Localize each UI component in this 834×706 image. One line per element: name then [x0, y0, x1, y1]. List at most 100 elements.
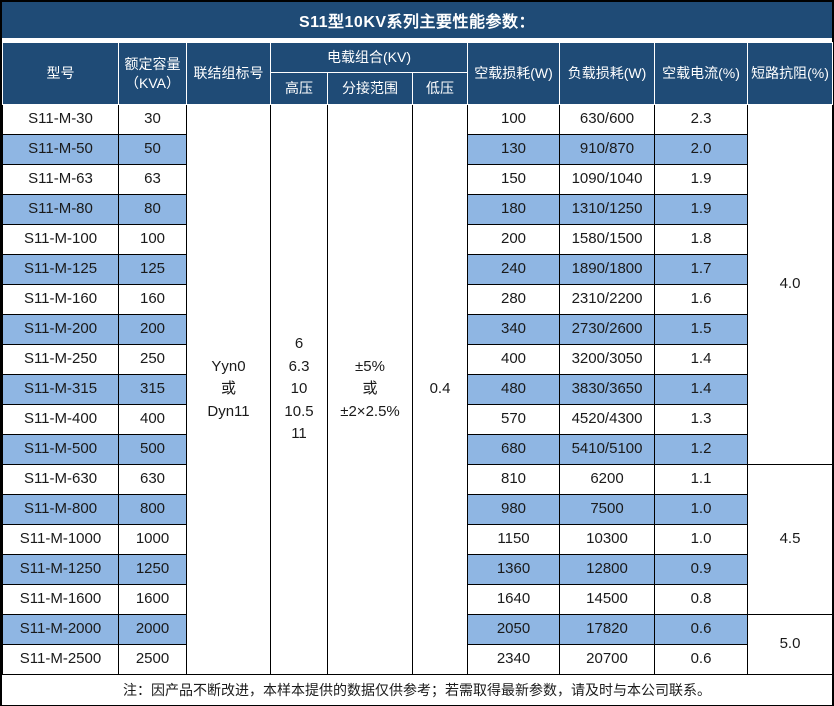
page-title: S11型10KV系列主要性能参数：	[2, 2, 832, 38]
model-cell: S11-M-160	[2, 284, 119, 315]
no-load-current-cell: 1.3	[654, 404, 749, 435]
no-load-loss-cell: 1360	[467, 554, 561, 585]
no-load-loss-cell: 180	[467, 194, 561, 225]
capacity-cell: 100	[118, 224, 187, 255]
capacity-cell: 500	[118, 434, 187, 465]
model-cell: S11-M-1000	[2, 524, 119, 555]
load-loss-cell: 1090/1040	[559, 164, 656, 195]
capacity-cell: 30	[118, 104, 187, 135]
impedance-cell: 5.0	[747, 614, 834, 675]
table-header: 型号 额定容量 （KVA） 联结组标号 电载组合(KV) 空载损耗(W) 负载损…	[2, 42, 834, 105]
capacity-cell: 63	[118, 164, 187, 195]
table-row: S11-M-500 500 680 5410/5100 1.2	[2, 434, 833, 465]
model-cell: S11-M-2500	[2, 644, 119, 675]
model-cell: S11-M-80	[2, 194, 119, 225]
no-load-loss-cell: 570	[467, 404, 561, 435]
col-header-capacity: 额定容量 （KVA）	[118, 42, 187, 105]
model-cell: S11-M-250	[2, 344, 119, 375]
no-load-loss-cell: 810	[467, 464, 561, 495]
no-load-loss-cell: 480	[467, 374, 561, 405]
no-load-current-cell: 0.9	[654, 554, 749, 585]
col-header-no-load-current: 空载电流(%)	[654, 42, 749, 105]
model-cell: S11-M-315	[2, 374, 119, 405]
vector-group-cell: Yyn0 或 Dyn11	[186, 104, 271, 675]
table-row: S11-M-800 800 980 7500 1.0	[2, 494, 833, 525]
table-row: S11-M-1600 1600 1640 14500 0.8	[2, 584, 833, 615]
table-row: S11-M-50 50 130 910/870 2.0	[2, 134, 833, 165]
capacity-cell: 315	[118, 374, 187, 405]
no-load-current-cell: 1.7	[654, 254, 749, 285]
model-cell: S11-M-1600	[2, 584, 119, 615]
table-row: S11-M-200 200 340 2730/2600 1.5	[2, 314, 833, 345]
no-load-current-cell: 1.8	[654, 224, 749, 255]
no-load-loss-cell: 2340	[467, 644, 561, 675]
load-loss-cell: 1580/1500	[559, 224, 656, 255]
load-loss-cell: 910/870	[559, 134, 656, 165]
col-header-voltage-combo: 电载组合(KV)	[269, 42, 469, 73]
capacity-cell: 250	[118, 344, 187, 375]
table-row: S11-M-100 100 200 1580/1500 1.8	[2, 224, 833, 255]
model-cell: S11-M-30	[2, 104, 119, 135]
load-loss-cell: 2310/2200	[559, 284, 656, 315]
page-title-text: S11型10KV系列主要性能参数：	[298, 14, 536, 31]
no-load-loss-cell: 200	[467, 224, 561, 255]
load-loss-cell: 6200	[559, 464, 656, 495]
no-load-current-cell: 2.0	[654, 134, 749, 165]
table-row: S11-M-63 63 150 1090/1040 1.9	[2, 164, 833, 195]
no-load-loss-cell: 1150	[467, 524, 561, 555]
no-load-loss-cell: 280	[467, 284, 561, 315]
table-row: S11-M-80 80 180 1310/1250 1.9	[2, 194, 833, 225]
tap-range-cell: ±5% 或 ±2×2.5%	[327, 104, 413, 675]
no-load-current-cell: 1.4	[654, 374, 749, 405]
table-row: S11-M-125 125 240 1890/1800 1.7	[2, 254, 833, 285]
col-header-hv: 高压	[270, 72, 328, 105]
no-load-loss-cell: 340	[467, 314, 561, 345]
capacity-cell: 1250	[118, 554, 187, 585]
no-load-current-cell: 1.0	[654, 524, 749, 555]
load-loss-cell: 14500	[559, 584, 656, 615]
model-cell: S11-M-100	[2, 224, 119, 255]
no-load-loss-cell: 2050	[467, 614, 561, 645]
no-load-loss-cell: 240	[467, 254, 561, 285]
impedance-cell: 4.5	[747, 464, 834, 615]
load-loss-cell: 20700	[559, 644, 656, 675]
capacity-cell: 630	[118, 464, 187, 495]
model-cell: S11-M-2000	[2, 614, 119, 645]
table-row: S11-M-2500 2500 2340 20700 0.6	[2, 644, 833, 675]
load-loss-cell: 10300	[559, 524, 656, 555]
capacity-cell: 200	[118, 314, 187, 345]
table-row: S11-M-160 160 280 2310/2200 1.6	[2, 284, 833, 315]
load-loss-cell: 5410/5100	[559, 434, 656, 465]
capacity-cell: 800	[118, 494, 187, 525]
capacity-cell: 125	[118, 254, 187, 285]
no-load-loss-cell: 100	[467, 104, 561, 135]
load-loss-cell: 1310/1250	[559, 194, 656, 225]
no-load-loss-cell: 130	[467, 134, 561, 165]
load-loss-cell: 630/600	[559, 104, 656, 135]
no-load-current-cell: 1.9	[654, 194, 749, 225]
no-load-current-cell: 1.9	[654, 164, 749, 195]
capacity-cell: 400	[118, 404, 187, 435]
load-loss-cell: 1890/1800	[559, 254, 656, 285]
table-row: S11-M-30 30 Yyn0 或 Dyn11 6 6.3 10 10.5 11 ±5…	[2, 104, 834, 675]
table-body: S11-M-30 30 Yyn0 或 Dyn11 6 6.3 10 10.5 11 ±5…	[2, 104, 834, 675]
load-loss-cell: 3830/3650	[559, 374, 656, 405]
col-header-load-loss: 负载损耗(W)	[559, 42, 656, 105]
col-header-vector-group: 联结组标号	[186, 42, 271, 105]
model-cell: S11-M-800	[2, 494, 119, 525]
load-loss-cell: 12800	[559, 554, 656, 585]
capacity-cell: 50	[118, 134, 187, 165]
col-header-no-load-loss: 空载损耗(W)	[467, 42, 561, 105]
table-row: S11-M-1000 1000 1150 10300 1.0	[2, 524, 833, 555]
table-row: S11-M-400 400 570 4520/4300 1.3	[2, 404, 833, 435]
no-load-loss-cell: 150	[467, 164, 561, 195]
capacity-cell: 2500	[118, 644, 187, 675]
load-loss-cell: 2730/2600	[559, 314, 656, 345]
no-load-current-cell: 1.0	[654, 494, 749, 525]
no-load-current-cell: 0.8	[654, 584, 749, 615]
capacity-cell: 80	[118, 194, 187, 225]
table-row: S11-M-1250 1250 1360 12800 0.9	[2, 554, 833, 585]
model-cell: S11-M-200	[2, 314, 119, 345]
no-load-loss-cell: 400	[467, 344, 561, 375]
